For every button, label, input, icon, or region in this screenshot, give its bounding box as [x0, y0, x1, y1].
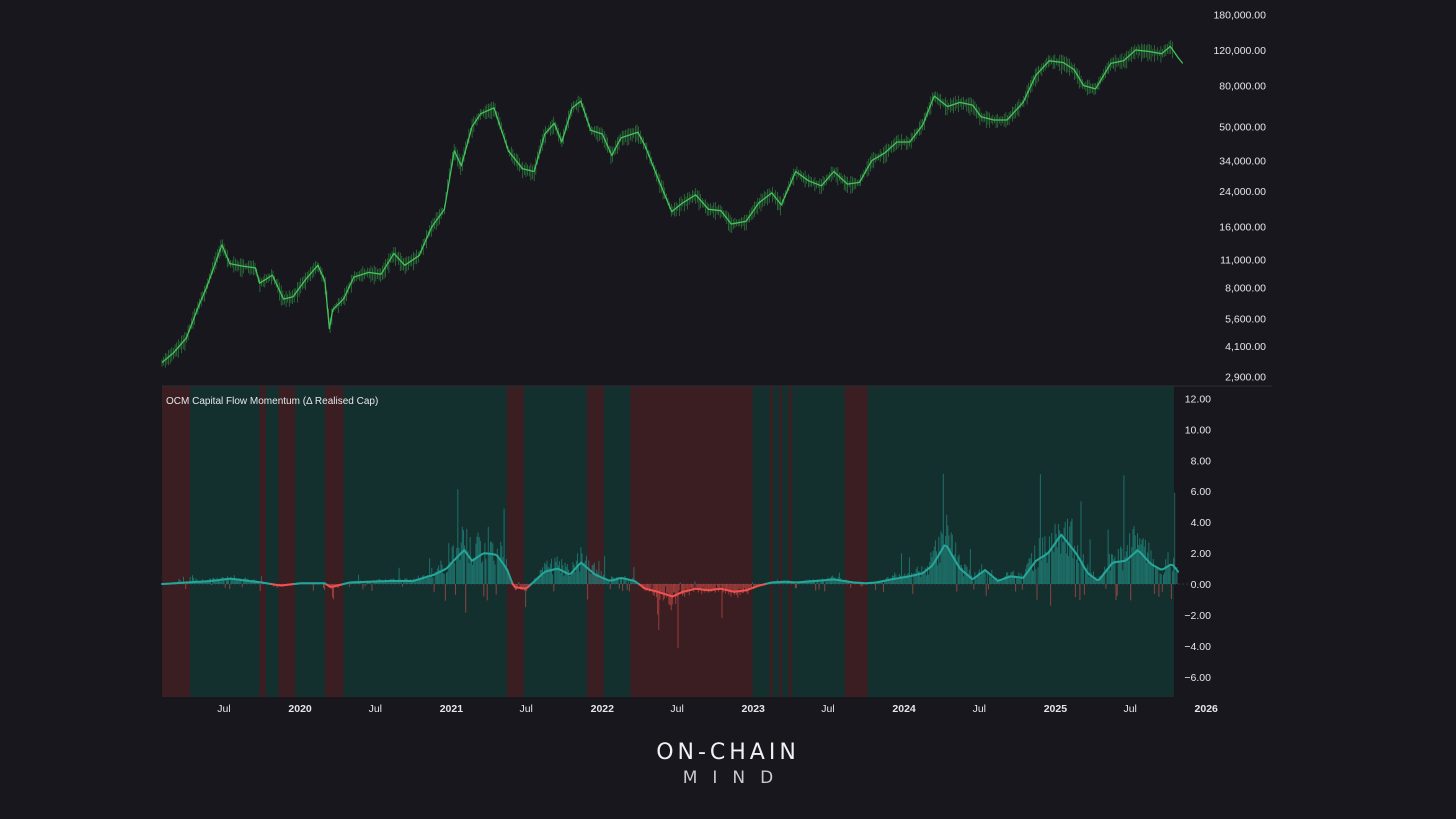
price-tick-label: 5,600.00 — [1225, 314, 1266, 326]
price-tick-label: 80,000.00 — [1219, 81, 1266, 93]
time-tick-label: 2022 — [591, 703, 615, 715]
flow-tick-label: 4.00 — [1191, 517, 1212, 529]
flow-tick-label: 2.00 — [1191, 548, 1212, 560]
brand-logo-main: ON-CHAIN — [656, 740, 800, 765]
time-x-axis: Jul 2020 Jul 2021 Jul 2022 Jul 2023 Jul 2024 Jul 20… — [217, 703, 1218, 715]
price-tick-label: 2,900.00 — [1225, 371, 1266, 383]
flow-panel — [161, 473, 1202, 648]
price-y-axis: 2,900.00 4,100.00 5,600.00 8,000.00 11,000.0… — [1213, 9, 1266, 383]
time-tick-label: Jul — [973, 703, 986, 715]
flow-tick-label: 0.00 — [1191, 579, 1212, 591]
regime-negative-band — [779, 386, 783, 697]
flow-panel-title: OCM Capital Flow Momentum (Δ Realised Ca… — [166, 396, 378, 407]
price-tick-label: 180,000.00 — [1213, 9, 1266, 21]
brand-logo-sub: MIND — [682, 768, 789, 788]
time-tick-label: 2025 — [1044, 703, 1068, 715]
flow-tick-label: 12.00 — [1185, 393, 1211, 405]
time-tick-label: Jul — [1123, 703, 1136, 715]
regime-negative-band — [630, 386, 753, 697]
regime-negative-band — [162, 386, 191, 697]
time-tick-label: 2021 — [440, 703, 464, 715]
price-tick-label: 50,000.00 — [1219, 122, 1266, 134]
flow-y-axis: 12.00 10.00 8.00 6.00 4.00 2.00 0.00 −2.00 −4.00… — [1184, 393, 1211, 684]
price-tick-label: 24,000.00 — [1219, 186, 1266, 198]
flow-tick-label: 10.00 — [1185, 424, 1211, 436]
time-tick-label: 2026 — [1195, 703, 1219, 715]
time-tick-label: Jul — [369, 703, 382, 715]
regime-negative-band — [324, 386, 344, 697]
price-tick-label: 11,000.00 — [1220, 255, 1266, 267]
time-tick-label: Jul — [519, 703, 532, 715]
time-tick-label: Jul — [670, 703, 683, 715]
price-tick-label: 120,000.00 — [1213, 45, 1266, 57]
regime-negative-band — [769, 386, 774, 697]
momentum-line — [1174, 567, 1180, 573]
flow-tick-label: 6.00 — [1191, 486, 1212, 498]
time-tick-label: 2020 — [288, 703, 312, 715]
price-panel — [161, 39, 1184, 368]
price-tick-label: 16,000.00 — [1219, 222, 1266, 234]
flow-tick-label: −2.00 — [1184, 610, 1211, 622]
price-tick-label: 34,000.00 — [1219, 156, 1266, 168]
time-tick-label: 2024 — [892, 703, 916, 715]
time-tick-label: 2023 — [742, 703, 766, 715]
time-tick-label: Jul — [821, 703, 834, 715]
regime-negative-band — [506, 386, 524, 697]
price-series-line — [161, 45, 1184, 363]
regime-negative-band — [259, 386, 266, 697]
time-tick-label: Jul — [217, 703, 230, 715]
regime-negative-band — [788, 386, 793, 697]
flow-tick-label: 8.00 — [1191, 455, 1212, 467]
regime-negative-band — [844, 386, 868, 697]
price-tick-label: 4,100.00 — [1225, 341, 1266, 353]
regime-bands — [162, 386, 1174, 697]
regime-negative-band — [278, 386, 296, 697]
regime-negative-band — [586, 386, 604, 697]
momentum-line — [509, 576, 514, 585]
momentum-line — [506, 569, 511, 579]
price-tick-label: 8,000.00 — [1225, 282, 1266, 294]
flow-tick-label: −6.00 — [1184, 672, 1211, 684]
flow-tick-label: −4.00 — [1184, 641, 1211, 653]
